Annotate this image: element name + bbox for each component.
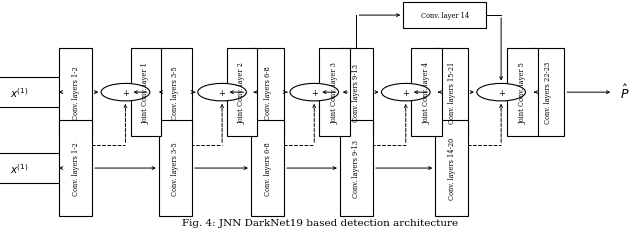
Bar — [435, 49, 468, 136]
Text: $x^{(1)}$: $x^{(1)}$ — [10, 161, 28, 175]
Bar — [435, 120, 468, 216]
Bar — [59, 120, 92, 216]
Text: Conv. layers 9-13: Conv. layers 9-13 — [353, 64, 360, 122]
Circle shape — [101, 84, 150, 101]
Bar — [0, 153, 61, 183]
Text: Joint Conv. layer 2: Joint Conv. layer 2 — [238, 62, 246, 124]
Text: Conv. layers 3-5: Conv. layers 3-5 — [172, 66, 179, 120]
Bar — [340, 120, 373, 216]
Text: $\hat{P}$: $\hat{P}$ — [620, 84, 629, 102]
Circle shape — [290, 84, 339, 101]
Text: Conv. layer 14: Conv. layer 14 — [420, 12, 469, 20]
Text: Conv. layers 14-20: Conv. layers 14-20 — [448, 137, 456, 199]
Text: Joint Conv. layer 3: Joint Conv. layer 3 — [331, 62, 339, 124]
Text: $x^{(1)}$: $x^{(1)}$ — [10, 86, 28, 100]
Text: +: + — [219, 88, 225, 97]
Text: +: + — [122, 88, 129, 97]
Bar — [411, 49, 442, 136]
Text: Conv. layers 9-13: Conv. layers 9-13 — [353, 139, 360, 197]
Text: Conv. layers 1-2: Conv. layers 1-2 — [72, 142, 79, 195]
Text: Fig. 4: JNN DarkNet19 based detection architecture: Fig. 4: JNN DarkNet19 based detection ar… — [182, 218, 458, 227]
Text: Conv. layers 3-5: Conv. layers 3-5 — [172, 142, 179, 195]
Text: Joint Conv. layer 1: Joint Conv. layer 1 — [142, 62, 150, 124]
Bar — [403, 3, 486, 29]
Bar — [59, 49, 92, 136]
Bar — [131, 49, 161, 136]
Bar — [507, 49, 538, 136]
Bar — [159, 120, 192, 216]
Bar — [251, 49, 284, 136]
Text: Conv. layers 15-21: Conv. layers 15-21 — [448, 62, 456, 124]
Bar — [251, 120, 284, 216]
Text: +: + — [403, 88, 409, 97]
Bar — [159, 49, 192, 136]
Text: Conv. layers 6-8: Conv. layers 6-8 — [264, 66, 271, 120]
Text: Conv. layers 22-23: Conv. layers 22-23 — [544, 62, 552, 124]
Text: +: + — [311, 88, 317, 97]
Bar — [340, 49, 373, 136]
Text: Joint Conv. layer 5: Joint Conv. layer 5 — [518, 62, 526, 124]
Bar — [531, 49, 564, 136]
Circle shape — [381, 84, 430, 101]
Bar — [227, 49, 257, 136]
Text: Conv. layers 6-8: Conv. layers 6-8 — [264, 142, 271, 195]
Bar — [0, 78, 61, 108]
Text: Joint Conv. layer 4: Joint Conv. layer 4 — [422, 62, 430, 124]
Text: Conv. layers 1-2: Conv. layers 1-2 — [72, 66, 79, 120]
Circle shape — [477, 84, 525, 101]
Circle shape — [198, 84, 246, 101]
Bar — [319, 49, 350, 136]
Text: +: + — [498, 88, 504, 97]
